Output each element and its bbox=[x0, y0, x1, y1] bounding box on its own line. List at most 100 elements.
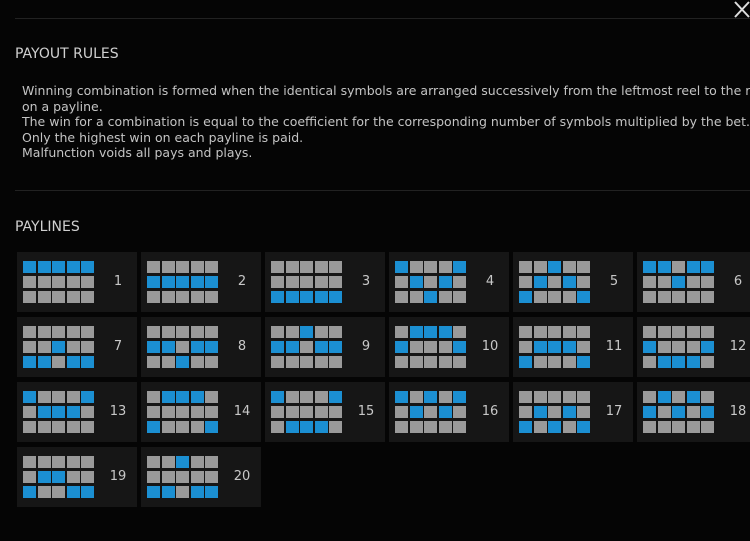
payline-cell bbox=[176, 261, 189, 273]
payline-cell bbox=[533, 391, 547, 403]
payline-cell bbox=[147, 341, 160, 353]
payline-panel: 19 bbox=[17, 447, 137, 507]
payline-cell bbox=[205, 356, 218, 368]
payline-cell bbox=[52, 341, 65, 353]
payline-cell bbox=[438, 421, 452, 433]
payline-cell bbox=[285, 421, 299, 433]
payline-cell bbox=[300, 356, 313, 368]
payline-cell bbox=[686, 406, 700, 418]
payline-panel: 7 bbox=[17, 317, 137, 377]
payline-cell bbox=[519, 276, 532, 288]
payline-cell bbox=[686, 421, 700, 433]
payline-cell bbox=[314, 406, 328, 418]
payline-cell bbox=[686, 391, 700, 403]
payline-cell bbox=[81, 341, 94, 353]
payline-number: 13 bbox=[109, 404, 127, 419]
payline-cell bbox=[672, 261, 685, 273]
payline-cell bbox=[300, 406, 313, 418]
payline-cell bbox=[453, 421, 466, 433]
payline-number: 20 bbox=[233, 469, 251, 484]
payline-cell bbox=[562, 406, 576, 418]
payline-cell bbox=[409, 406, 423, 418]
payline-cell bbox=[314, 421, 328, 433]
payline-cell bbox=[81, 356, 94, 368]
payline-cell bbox=[147, 276, 160, 288]
payline-cell bbox=[562, 291, 576, 303]
payline-cell bbox=[533, 356, 547, 368]
payline-cell bbox=[395, 276, 408, 288]
payline-cell bbox=[548, 406, 561, 418]
payline-cell bbox=[205, 391, 218, 403]
payline-cell bbox=[147, 326, 160, 338]
payline-cell bbox=[66, 456, 80, 468]
payline-cell bbox=[519, 341, 532, 353]
payline-number: 12 bbox=[729, 339, 747, 354]
payline-cell bbox=[314, 391, 328, 403]
payline-cell bbox=[147, 486, 160, 498]
payline-cell bbox=[37, 341, 51, 353]
payline-cell bbox=[548, 326, 561, 338]
payline-cell bbox=[701, 291, 714, 303]
payline-cell bbox=[37, 356, 51, 368]
payline-cell bbox=[161, 391, 175, 403]
payline-number: 10 bbox=[481, 339, 499, 354]
payline-cell bbox=[161, 356, 175, 368]
payline-cell bbox=[686, 341, 700, 353]
payline-cell bbox=[176, 471, 189, 483]
payline-cell bbox=[52, 391, 65, 403]
payline-cell bbox=[271, 421, 284, 433]
rules-line: Malfunction voids all pays and plays. bbox=[22, 145, 253, 161]
payline-cell bbox=[66, 406, 80, 418]
rules-line: Only the highest win on each payline is … bbox=[22, 129, 304, 145]
payline-cell bbox=[577, 261, 590, 273]
payline-cell bbox=[643, 291, 656, 303]
payline-cell bbox=[438, 341, 452, 353]
payline-cell bbox=[205, 276, 218, 288]
payline-cell bbox=[672, 326, 685, 338]
payline-cell bbox=[205, 456, 218, 468]
payline-cell bbox=[176, 486, 189, 498]
payline-cell bbox=[672, 341, 685, 353]
payline-cell bbox=[395, 291, 408, 303]
payline-number: 16 bbox=[481, 404, 499, 419]
payline-cell bbox=[329, 421, 342, 433]
payline-cell bbox=[409, 291, 423, 303]
payline-number: 1 bbox=[113, 274, 123, 289]
payline-cell bbox=[438, 261, 452, 273]
payline-cell bbox=[562, 356, 576, 368]
payline-cell bbox=[395, 356, 408, 368]
rules-text: Winning combination is formed when the i… bbox=[22, 83, 750, 161]
payline-panel: 8 bbox=[141, 317, 261, 377]
payline-cell bbox=[37, 391, 51, 403]
payline-cell bbox=[577, 276, 590, 288]
payline-cell bbox=[643, 326, 656, 338]
payline-cell bbox=[190, 291, 204, 303]
payline-cell bbox=[314, 291, 328, 303]
payline-cell bbox=[533, 261, 547, 273]
close-button[interactable] bbox=[733, 0, 750, 20]
payline-cell bbox=[701, 261, 714, 273]
payline-cell bbox=[519, 406, 532, 418]
payline-panel: 12 bbox=[637, 317, 750, 377]
section-title: PAYOUT RULES bbox=[15, 46, 119, 62]
payline-cell bbox=[438, 326, 452, 338]
payline-cell bbox=[329, 276, 342, 288]
payline-cell bbox=[643, 406, 656, 418]
payline-cell bbox=[519, 391, 532, 403]
payline-panel: 20 bbox=[141, 447, 261, 507]
payline-cell bbox=[438, 276, 452, 288]
payline-cell bbox=[657, 391, 671, 403]
payline-cell bbox=[23, 406, 36, 418]
payline-cell bbox=[672, 291, 685, 303]
payline-cell bbox=[300, 261, 313, 273]
payline-cell bbox=[548, 276, 561, 288]
payline-cell bbox=[672, 406, 685, 418]
payline-cell bbox=[409, 326, 423, 338]
payline-cell bbox=[657, 421, 671, 433]
payline-cell bbox=[37, 326, 51, 338]
payline-cell bbox=[548, 291, 561, 303]
payline-cell bbox=[37, 486, 51, 498]
payline-cell bbox=[643, 391, 656, 403]
payline-cell bbox=[438, 391, 452, 403]
payline-cell bbox=[409, 356, 423, 368]
